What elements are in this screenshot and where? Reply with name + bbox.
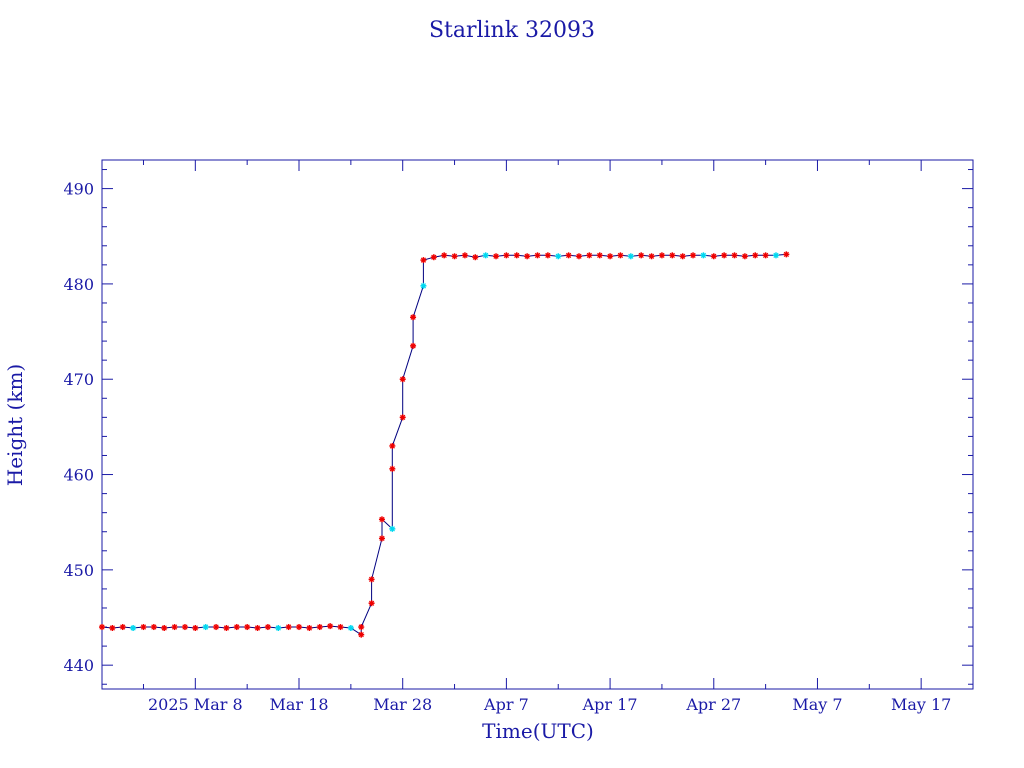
- data-point-marker: [358, 624, 365, 631]
- data-point-marker: [358, 631, 365, 638]
- data-point-marker: [368, 576, 375, 583]
- data-point-marker: [130, 624, 137, 631]
- data-point-marker: [575, 253, 582, 260]
- x-tick-label: Apr 17: [582, 695, 638, 714]
- data-point-marker: [461, 252, 468, 259]
- data-point-marker: [99, 624, 105, 631]
- data-point-marker: [202, 624, 209, 631]
- data-point-marker: [493, 253, 500, 260]
- data-point-marker: [192, 624, 199, 631]
- data-point-marker: [378, 535, 385, 542]
- data-point-marker: [607, 253, 614, 260]
- data-point-marker: [389, 525, 396, 532]
- data-point-marker: [410, 314, 417, 321]
- data-point-marker: [524, 253, 531, 260]
- data-point-marker: [254, 624, 261, 631]
- data-point-marker: [752, 252, 759, 259]
- x-tick-label: Apr 27: [685, 695, 741, 714]
- data-point-marker: [378, 516, 385, 523]
- x-tick-label: Mar 18: [270, 695, 329, 714]
- data-point-marker: [337, 624, 344, 631]
- data-point-marker: [472, 254, 479, 261]
- data-point-marker: [772, 252, 779, 259]
- data-point-marker: [617, 252, 624, 259]
- data-point-marker: [223, 624, 230, 631]
- data-point-marker: [181, 624, 188, 631]
- data-point-marker: [161, 624, 168, 631]
- data-point-marker: [306, 624, 313, 631]
- data-point-marker: [721, 252, 728, 259]
- y-tick-label: 480: [63, 275, 94, 294]
- data-point-marker: [150, 624, 157, 631]
- x-tick-label: Apr 7: [483, 695, 529, 714]
- data-point-marker: [389, 442, 396, 449]
- data-point-marker: [264, 624, 271, 631]
- data-point-marker: [275, 624, 282, 631]
- y-axis-label: Height (km): [3, 364, 27, 486]
- data-point-marker: [285, 624, 292, 631]
- y-tick-label: 450: [63, 561, 94, 580]
- axis-ticks: [102, 160, 973, 689]
- data-point-marker: [783, 251, 790, 258]
- data-point-marker: [544, 252, 551, 259]
- data-point-marker: [244, 624, 251, 631]
- data-point-marker: [762, 252, 769, 259]
- data-point-marker: [213, 624, 220, 631]
- data-point-marker: [368, 600, 375, 607]
- data-point-marker: [658, 252, 665, 259]
- data-point-marker: [451, 253, 458, 260]
- data-point-marker: [316, 624, 323, 631]
- tick-labels: 440 450 460 470 480 490 2025 Mar 8 Mar 18 Mar 28…: [63, 180, 951, 714]
- data-point-marker: [731, 252, 738, 259]
- data-point-marker: [347, 624, 354, 631]
- data-point-marker: [586, 252, 593, 259]
- data-point-marker: [399, 376, 406, 383]
- data-point-marker: [555, 253, 562, 260]
- y-tick-label: 440: [63, 656, 94, 675]
- data-point-marker: [669, 252, 676, 259]
- data-point-marker: [700, 252, 707, 259]
- data-point-marker: [140, 624, 147, 631]
- data-point-marker: [690, 252, 697, 259]
- data-point-marker: [410, 342, 417, 349]
- x-tick-label: May 17: [891, 695, 951, 714]
- data-point-marker: [420, 282, 427, 289]
- height-series-line: [101, 253, 787, 636]
- data-point-marker: [430, 254, 437, 261]
- data-point-marker: [233, 624, 240, 631]
- x-tick-label: Mar 28: [373, 695, 432, 714]
- plot-frame: [101, 159, 974, 690]
- data-point-marker: [513, 252, 520, 259]
- data-point-marker: [119, 624, 126, 631]
- data-point-marker: [171, 624, 178, 631]
- data-point-marker: [482, 252, 489, 259]
- data-point-marker: [710, 253, 717, 260]
- data-point-marker: [596, 252, 603, 259]
- x-axis-label: Time(UTC): [482, 719, 594, 743]
- data-point-marker: [534, 252, 541, 259]
- data-point-marker: [109, 624, 116, 631]
- x-tick-label: May 7: [792, 695, 842, 714]
- x-tick-label: 2025 Mar 8: [148, 695, 243, 714]
- data-point-marker: [389, 465, 396, 472]
- data-point-marker: [296, 624, 303, 631]
- data-point-marker: [399, 414, 406, 421]
- data-point-marker: [638, 252, 645, 259]
- data-point-marker: [441, 252, 448, 259]
- y-tick-label: 470: [63, 370, 94, 389]
- y-tick-label: 460: [63, 466, 94, 485]
- data-point-marker: [565, 252, 572, 259]
- data-point-marker: [327, 623, 334, 630]
- data-point-marker: [741, 253, 748, 260]
- data-point-marker: [420, 257, 427, 264]
- data-point-marker: [503, 252, 510, 259]
- data-point-marker: [648, 253, 655, 260]
- data-point-marker: [679, 253, 686, 260]
- data-markers: [99, 251, 790, 638]
- y-tick-label: 490: [63, 180, 94, 199]
- chart-title: Starlink 32093: [429, 18, 595, 43]
- data-point-marker: [627, 253, 634, 260]
